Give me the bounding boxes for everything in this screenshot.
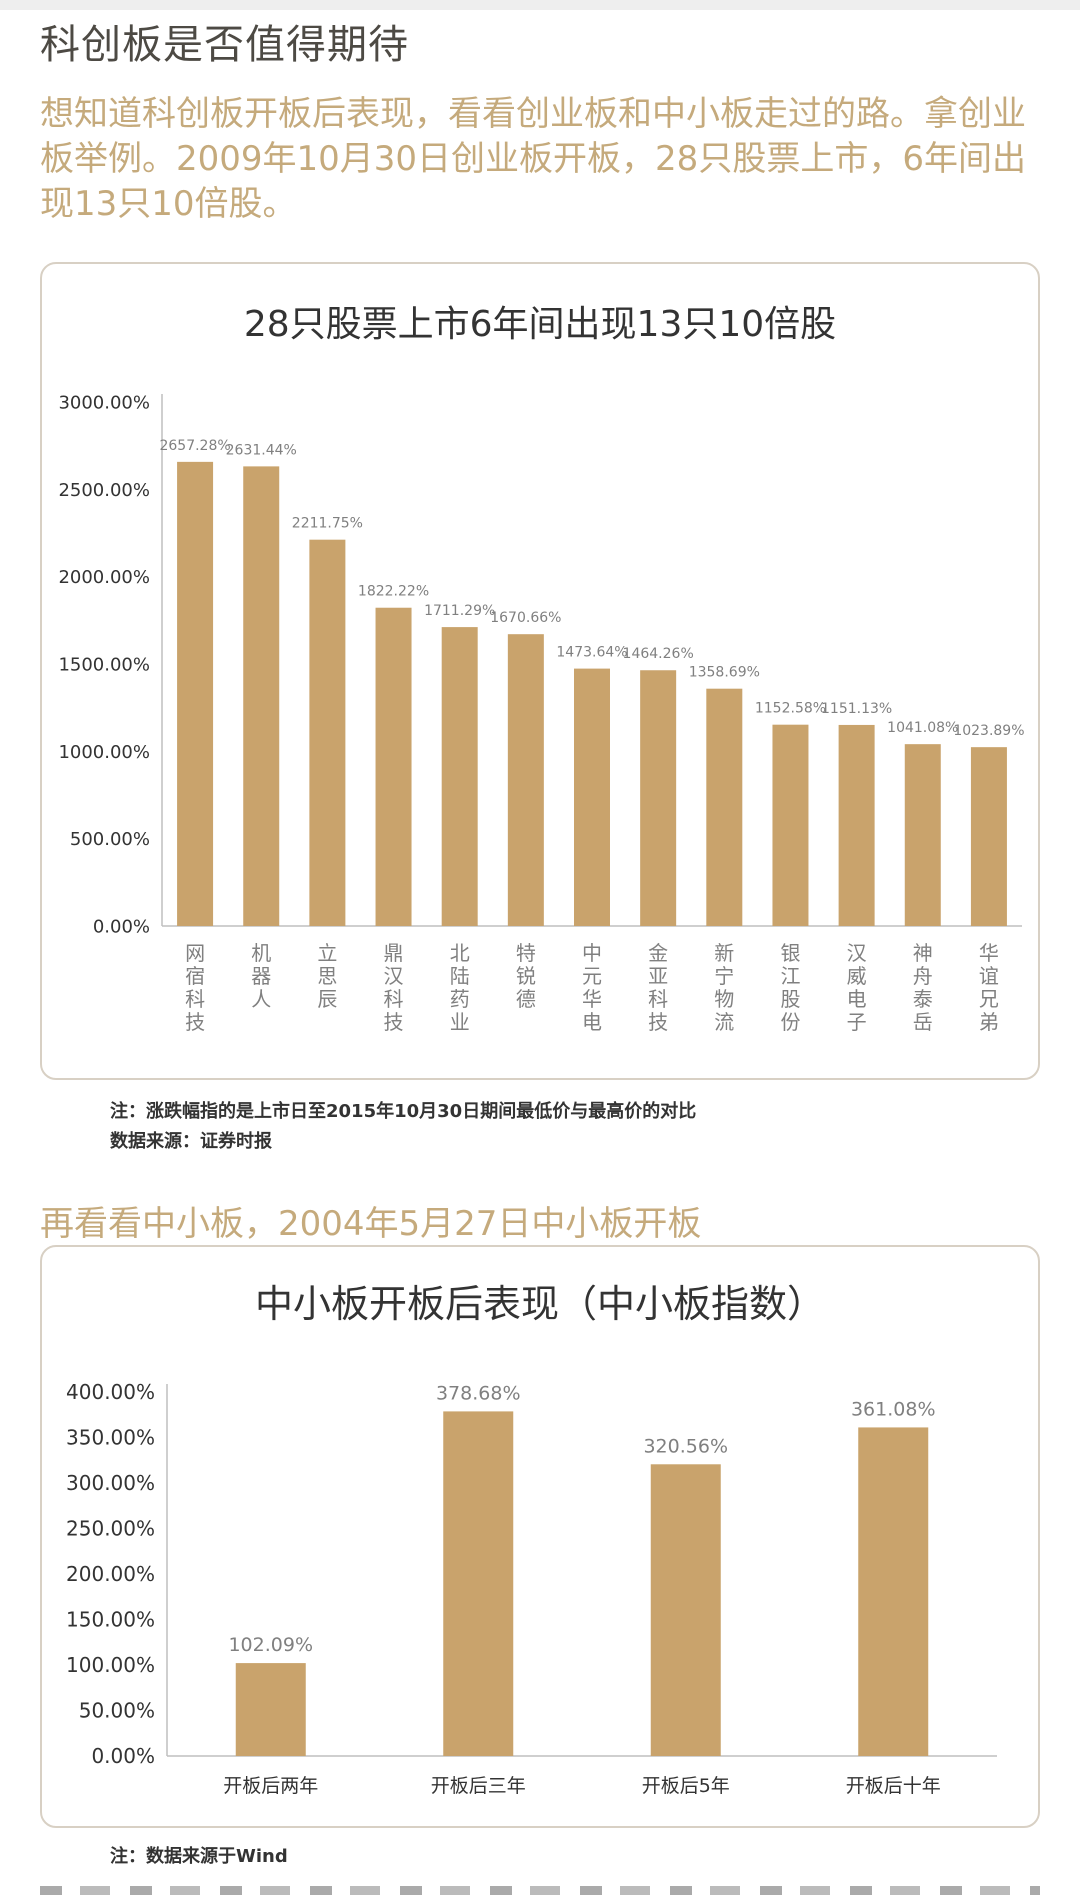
chart-title: 中小板开板后表现（中小板指数） xyxy=(255,1282,825,1326)
data-label: 1711.29% xyxy=(424,603,495,619)
y-tick-label: 500.00% xyxy=(70,829,150,850)
bar xyxy=(177,461,214,926)
y-tick-label: 0.00% xyxy=(93,916,150,937)
y-tick-label: 50.00% xyxy=(79,1699,155,1723)
note-range-definition: 注：涨跌幅指的是上市日至2015年10月30日期间最低价与最高价的对比 xyxy=(110,1101,697,1122)
chart-card-chinext: 28只股票上市6年间出现13只10倍股 0.00% 500.00% 1000.00% 1… xyxy=(40,262,1040,1080)
data-label: 2211.75% xyxy=(292,516,363,532)
data-label: 1152.58% xyxy=(755,701,826,717)
x-tick-label: 华谊兄弟 xyxy=(979,941,999,1034)
bar xyxy=(507,634,544,926)
bar xyxy=(243,466,280,926)
x-tick-label: 银江股份 xyxy=(780,941,800,1034)
data-label: 378.68% xyxy=(436,1382,521,1404)
bar xyxy=(235,1663,306,1756)
bar xyxy=(574,668,610,926)
data-label: 1822.22% xyxy=(358,584,429,600)
x-tick-label: 鼎汉科技 xyxy=(384,941,404,1034)
chart-title: 28只股票上市6年间出现13只10倍股 xyxy=(244,304,836,345)
cropped-text-row xyxy=(40,1886,1040,1895)
intro-paragraph: 想知道科创板开板后表现，看看创业板和中小板走过的路。拿创业板举例。2009年10… xyxy=(40,94,1026,224)
chart-note-1: 注：涨跌幅指的是上市日至2015年10月30日期间最低价与最高价的对比 数据来源… xyxy=(110,1097,696,1157)
y-tick-label: 1500.00% xyxy=(58,654,150,675)
data-label: 1464.26% xyxy=(623,646,694,662)
bar xyxy=(858,1427,929,1756)
y-tick-label: 150.00% xyxy=(66,1608,155,1632)
y-tick-label: 350.00% xyxy=(66,1426,155,1450)
data-label: 1041.08% xyxy=(887,720,958,736)
y-tick-label: 3000.00% xyxy=(58,392,150,413)
bar xyxy=(375,607,412,926)
data-label: 320.56% xyxy=(643,1435,728,1457)
bar xyxy=(640,670,677,926)
x-tick-label: 开板后三年 xyxy=(431,1775,526,1797)
bar xyxy=(441,627,478,926)
chart-sme-index: 中小板开板后表现（中小板指数） 0.00% 50.00% 100.00% 150.00%… xyxy=(66,1282,997,1797)
bar xyxy=(309,539,346,926)
bar xyxy=(970,747,1007,926)
top-strip xyxy=(0,0,1080,10)
x-tick-label: 网宿科技 xyxy=(185,941,205,1034)
y-tick-label: 400.00% xyxy=(66,1380,155,1404)
x-tick-label: 北陆药业 xyxy=(450,941,470,1034)
x-tick-label: 开板后十年 xyxy=(846,1775,941,1797)
y-tick-label: 300.00% xyxy=(66,1471,155,1495)
y-tick-label: 0.00% xyxy=(91,1744,155,1768)
data-label: 2631.44% xyxy=(226,442,297,458)
y-tick-label: 2500.00% xyxy=(58,480,150,501)
bar xyxy=(772,724,809,926)
data-label: 102.09% xyxy=(228,1634,313,1656)
data-label: 1023.89% xyxy=(953,723,1024,739)
x-tick-label: 机器人 xyxy=(251,941,271,1011)
data-label: 1473.64% xyxy=(556,645,627,661)
section-subheading: 再看看中小板，2004年5月27日中小板开板 xyxy=(40,1204,702,1244)
bar xyxy=(904,744,941,926)
chart-chinext-tenbaggers: 28只股票上市6年间出现13只10倍股 0.00% 500.00% 1000.00% 1… xyxy=(58,304,1024,1034)
data-label: 2657.28% xyxy=(159,438,230,454)
bar xyxy=(838,724,875,926)
y-tick-label: 250.00% xyxy=(66,1517,155,1541)
note-data-source: 数据来源：证券时报 xyxy=(110,1131,272,1152)
y-tick-label: 2000.00% xyxy=(58,567,150,588)
x-tick-label: 中元华电 xyxy=(582,941,602,1034)
y-tick-label: 1000.00% xyxy=(58,742,150,763)
bar xyxy=(650,1464,721,1756)
x-tick-label: 开板后5年 xyxy=(642,1775,730,1797)
page-heading: 科创板是否值得期待 xyxy=(40,22,409,68)
x-tick-label: 神舟泰岳 xyxy=(913,941,933,1034)
x-tick-label: 开板后两年 xyxy=(223,1775,318,1797)
bar xyxy=(706,688,743,926)
x-tick-label: 汉威电子 xyxy=(847,941,867,1034)
x-tick-label: 立思辰 xyxy=(317,941,337,1011)
x-tick-label: 金亚科技 xyxy=(648,941,668,1034)
chart-card-sme: 中小板开板后表现（中小板指数） 0.00% 50.00% 100.00% 150.00%… xyxy=(40,1245,1040,1828)
y-tick-label: 200.00% xyxy=(66,1562,155,1586)
x-tick-label: 特锐德 xyxy=(516,941,536,1011)
data-label: 361.08% xyxy=(851,1398,936,1420)
data-label: 1358.69% xyxy=(689,665,760,681)
chart-note-2: 注：数据来源于Wind xyxy=(110,1846,288,1867)
bar xyxy=(443,1411,514,1756)
data-label: 1670.66% xyxy=(490,610,561,626)
x-tick-label: 新宁物流 xyxy=(714,941,734,1034)
data-label: 1151.13% xyxy=(821,701,892,717)
y-tick-label: 100.00% xyxy=(66,1653,155,1677)
